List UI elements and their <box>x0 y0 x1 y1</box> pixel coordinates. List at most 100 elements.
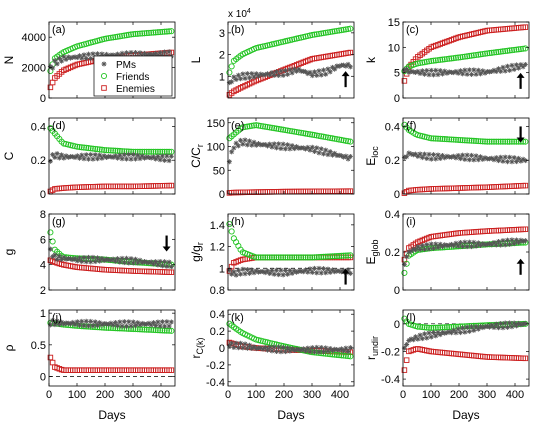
data-point <box>318 253 325 260</box>
data-point <box>150 326 157 334</box>
data-point <box>320 67 326 73</box>
data-point <box>110 256 116 262</box>
data-point <box>287 146 293 152</box>
data-point <box>433 156 439 162</box>
data-point <box>497 138 504 145</box>
data-point <box>482 70 488 76</box>
data-point <box>311 254 318 261</box>
data-point <box>293 35 300 42</box>
data-point <box>475 326 481 332</box>
data-point <box>453 330 459 336</box>
data-point <box>484 138 491 145</box>
data-point <box>471 67 477 73</box>
data-point <box>307 147 313 153</box>
axes-box <box>227 213 355 291</box>
data-point <box>448 330 454 336</box>
data-point <box>157 259 163 265</box>
data-point <box>154 327 161 334</box>
data-point <box>342 352 349 359</box>
data-point <box>271 40 278 47</box>
data-point <box>322 134 329 141</box>
data-point <box>166 49 172 55</box>
data-point <box>345 61 351 67</box>
data-point <box>446 136 453 143</box>
data-point <box>110 154 116 160</box>
data-point <box>318 30 325 37</box>
data-point <box>486 50 493 57</box>
data-point <box>115 256 121 262</box>
data-point <box>480 156 486 162</box>
data-point <box>314 344 320 350</box>
data-point <box>294 269 300 275</box>
data-point <box>448 154 454 160</box>
data-point <box>462 329 468 335</box>
data-point <box>302 254 309 261</box>
data-point <box>277 254 284 261</box>
data-point <box>462 239 468 245</box>
data-point <box>502 48 509 55</box>
panel-label: (j) <box>52 312 62 324</box>
data-point <box>401 345 407 351</box>
data-point <box>168 182 175 189</box>
data-point <box>493 321 499 327</box>
data-point <box>466 137 473 144</box>
data-point <box>332 150 338 156</box>
data-point <box>275 254 282 261</box>
data-point <box>106 257 112 263</box>
data-point <box>65 154 71 160</box>
data-point <box>47 354 54 361</box>
data-point <box>268 124 276 131</box>
data-point <box>432 57 439 64</box>
data-point <box>61 54 67 60</box>
data-point <box>115 51 121 57</box>
data-point <box>71 143 79 150</box>
data-point <box>231 74 237 80</box>
panel-f: 0 0.2 0.4 (f) Eloc <box>364 117 530 201</box>
data-point <box>479 50 486 58</box>
data-point <box>446 55 453 62</box>
data-point <box>291 66 297 72</box>
data-point <box>327 346 333 352</box>
data-point <box>480 241 486 247</box>
data-point <box>470 137 477 144</box>
data-point <box>327 69 333 75</box>
data-point <box>455 136 462 143</box>
data-point <box>85 323 91 329</box>
data-point <box>96 146 103 153</box>
data-point <box>280 141 286 147</box>
data-point <box>130 31 137 38</box>
y-tick-label: -0.4 <box>381 374 400 386</box>
data-point <box>94 255 100 261</box>
arrow-head <box>341 71 350 77</box>
data-point <box>296 66 302 72</box>
data-point <box>110 34 117 41</box>
data-point <box>136 148 144 155</box>
data-point <box>114 147 121 154</box>
data-point <box>488 138 495 145</box>
data-point <box>404 154 410 160</box>
x-tick-label: 400 <box>506 389 524 401</box>
data-point <box>85 145 92 152</box>
data-point <box>124 50 130 56</box>
data-point <box>517 45 524 53</box>
data-point <box>511 320 517 326</box>
data-point <box>291 268 297 274</box>
data-point <box>123 32 130 39</box>
data-point <box>487 156 493 162</box>
data-point <box>345 25 352 33</box>
x-tick-label: 0 <box>400 389 406 401</box>
data-point <box>244 266 250 272</box>
data-point <box>157 157 163 163</box>
data-point <box>278 267 284 273</box>
panel-label: (d) <box>52 120 65 132</box>
series-enemies <box>401 346 529 373</box>
data-point <box>143 148 150 155</box>
data-point <box>305 144 311 150</box>
data-point <box>464 152 470 158</box>
data-point <box>450 55 457 62</box>
data-point <box>451 70 457 76</box>
data-point <box>144 52 150 58</box>
data-point <box>144 154 150 160</box>
data-point <box>295 254 302 261</box>
data-point <box>294 144 300 150</box>
